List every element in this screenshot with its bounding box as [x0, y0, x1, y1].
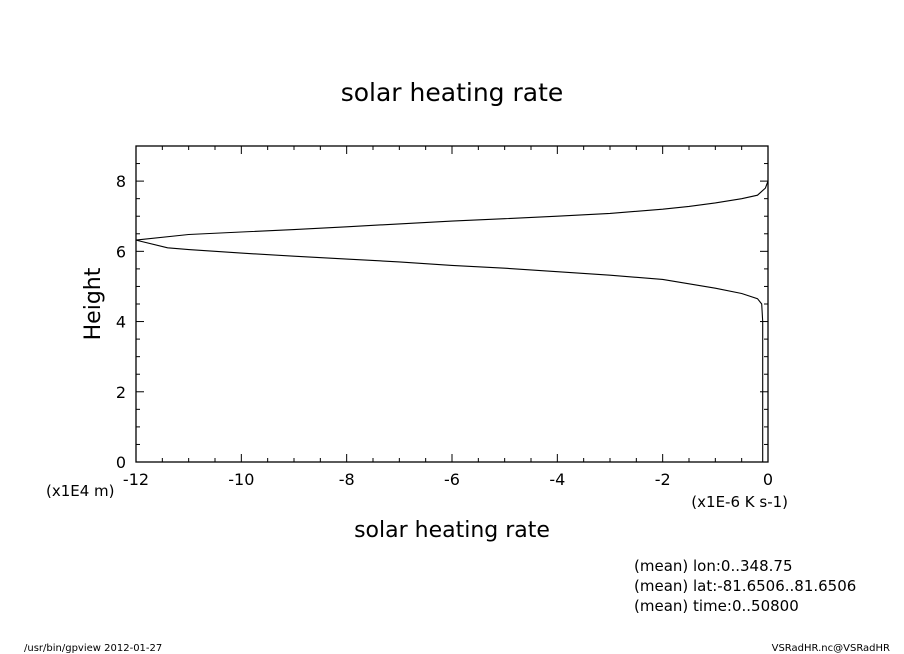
x-axis-label: solar heating rate	[354, 518, 550, 543]
note-mean-time: (mean) time:0..50800	[634, 597, 799, 615]
footer-right: VSRadHR.nc@VSRadHR	[772, 643, 890, 654]
y-axis-label: Height	[81, 267, 106, 340]
y-tick-labels: 0 2 4 6 8	[116, 172, 126, 472]
axis-ticks	[135, 145, 769, 463]
y-tick-label: 0	[116, 453, 126, 472]
y-units-label: (x1E4 m)	[46, 482, 115, 500]
x-tick-label: -8	[339, 470, 355, 489]
x-tick-label: -12	[123, 470, 149, 489]
x-tick-label: -2	[655, 470, 671, 489]
x-tick-label: 0	[763, 470, 773, 489]
y-tick-label: 6	[116, 242, 126, 261]
y-tick-label: 2	[116, 383, 126, 402]
footer-left: /usr/bin/gpview 2012-01-27	[24, 643, 162, 654]
x-tick-labels: -12 -10 -8 -6 -4 -2 0	[123, 470, 773, 489]
y-tick-label: 8	[116, 172, 126, 191]
note-mean-lat: (mean) lat:-81.6506..81.6506	[634, 577, 856, 595]
x-tick-label: -4	[549, 470, 565, 489]
x-tick-label: -6	[444, 470, 460, 489]
x-units-label: (x1E-6 K s-1)	[691, 493, 788, 511]
x-tick-label: -10	[228, 470, 254, 489]
y-tick-label: 4	[116, 313, 126, 332]
chart-title: solar heating rate	[341, 78, 564, 107]
series-line	[135, 180, 769, 462]
note-mean-lon: (mean) lon:0..348.75	[634, 557, 792, 575]
plot-frame	[135, 145, 769, 463]
